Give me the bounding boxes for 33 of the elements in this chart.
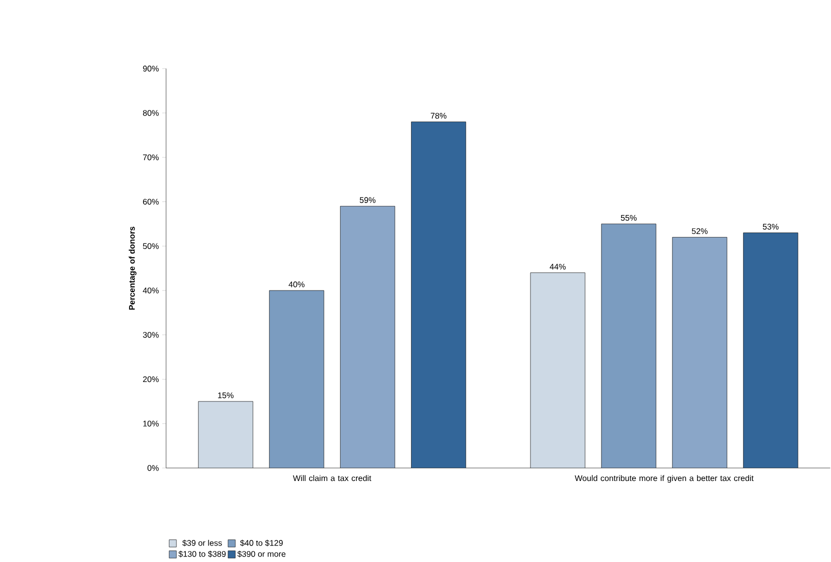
data-label: 55% — [620, 215, 637, 221]
legend-label: $40 to $129 — [240, 540, 283, 546]
y-tick-label: 60% — [143, 198, 159, 205]
y-tick-label: 80% — [143, 110, 159, 116]
y-tick-label: 90% — [143, 66, 159, 72]
data-label: 44% — [550, 264, 566, 270]
legend-label: $130 to $389 — [178, 550, 226, 558]
y-tick-label: 10% — [143, 420, 159, 427]
x-tick-label: Would contribute more if given a better tax credit — [574, 475, 754, 483]
y-axis-title: Percentage of donors — [128, 226, 136, 310]
legend-label: $39 or less — [182, 540, 222, 546]
y-tick-label: 40% — [142, 288, 159, 294]
data-label: 52% — [692, 228, 708, 234]
y-tick-label: 0% — [148, 465, 159, 472]
legend-label: $390 or more — [237, 550, 286, 558]
y-tick-label: 20% — [143, 376, 159, 382]
y-tick-label: 70% — [143, 154, 159, 160]
bar — [601, 224, 656, 468]
bar — [198, 402, 253, 468]
bar — [411, 122, 466, 468]
bar — [269, 290, 324, 468]
data-label: 53% — [762, 224, 779, 230]
bar — [743, 232, 798, 468]
y-tick-label: 30% — [142, 332, 159, 338]
data-label: 59% — [360, 197, 376, 204]
data-label: 78% — [430, 112, 446, 119]
data-label: 40% — [288, 282, 304, 288]
bar — [340, 206, 395, 468]
x-tick-label: Will claim a tax credit — [292, 475, 372, 482]
bar — [530, 272, 586, 468]
y-tick-label: 50% — [142, 243, 159, 250]
data-label: 15% — [218, 392, 234, 398]
bar — [672, 237, 728, 468]
